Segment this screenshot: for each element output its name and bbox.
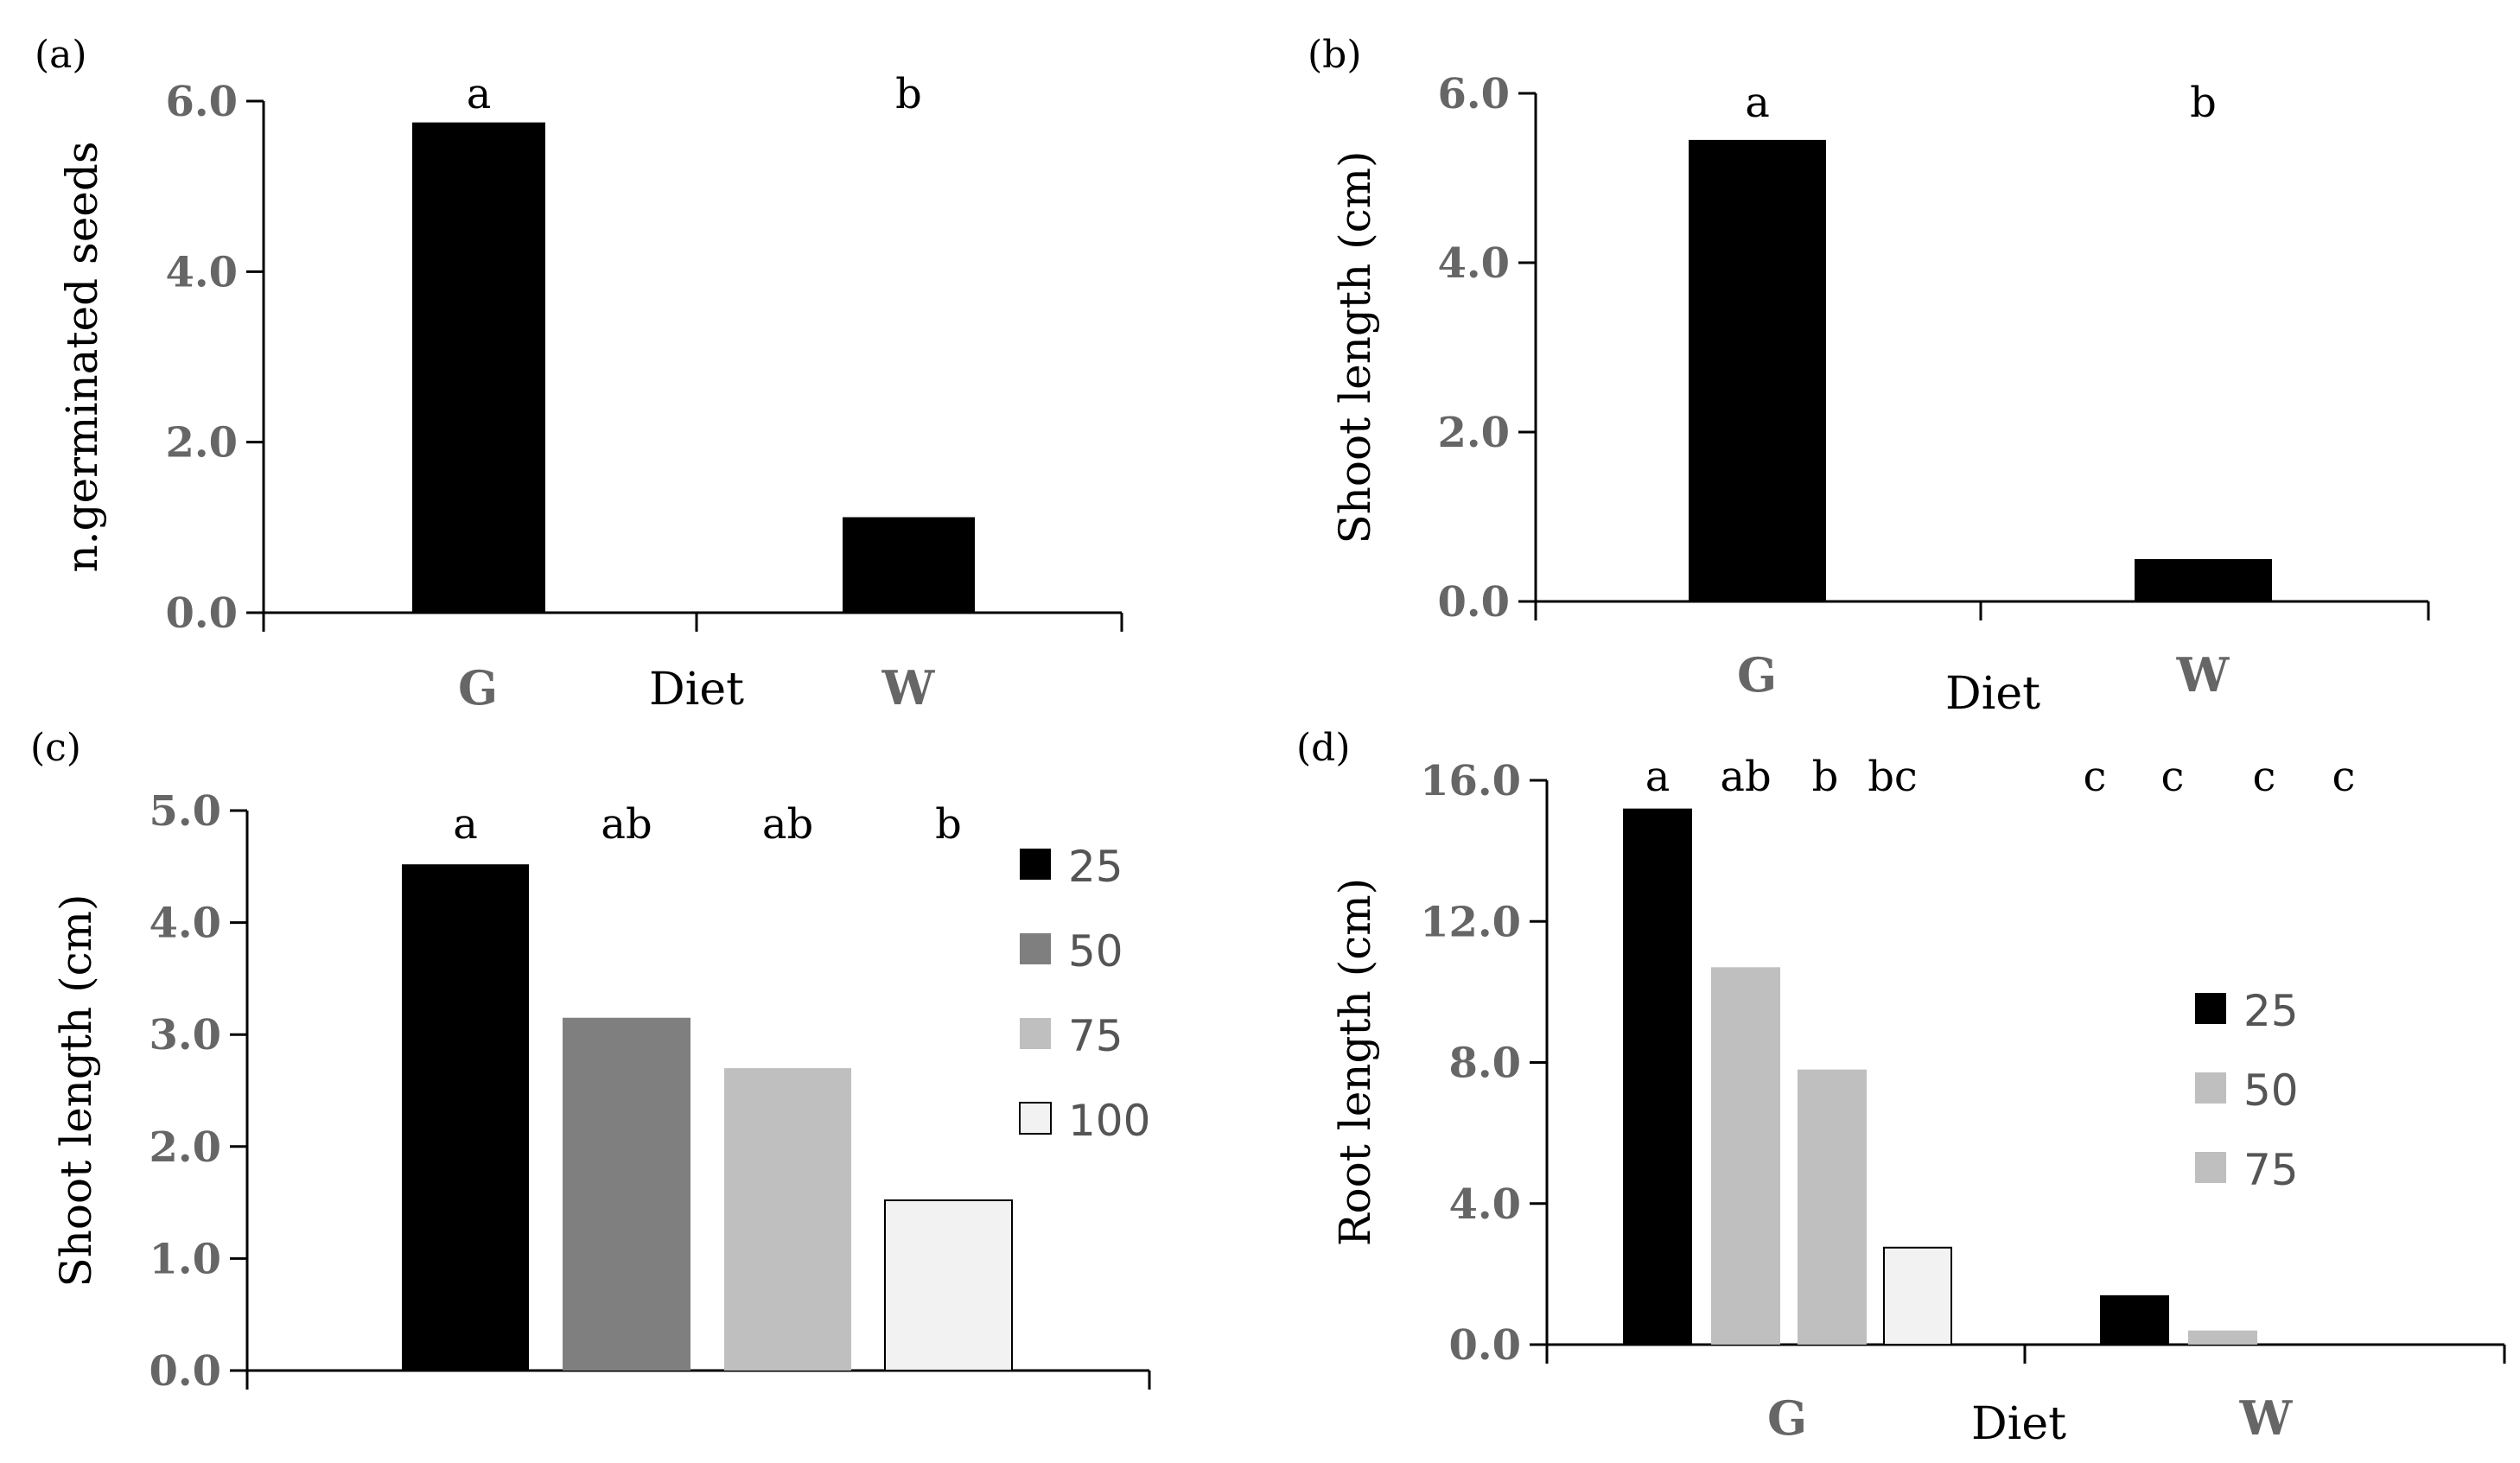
y-tick-label: 0.0 [1448,1321,1521,1370]
significance-letter: b [1812,753,1839,801]
bar-W [843,517,975,613]
y-tick-label: 16.0 [1420,757,1521,805]
x-category-label: W [2176,647,2230,703]
panel-label: (a) [35,33,87,77]
significance-letter: a [1645,753,1670,801]
panel-c: (c) 0.0 1.0 2.0 3.0 4.0 5.0 Shoot length (cm) a a… [30,726,1151,1396]
y-tick-label: 0.0 [165,589,238,638]
panel-label: (c) [30,726,81,770]
y-tick-label: 12.0 [1420,898,1521,946]
x-axis-title: Diet [1945,668,2040,720]
legend-swatch [1020,933,1051,964]
panel-label: (b) [1308,33,1362,77]
bar-W [2135,559,2272,601]
significance-letter: b [2190,79,2217,127]
x-axis-title: Diet [649,664,744,716]
significance-letter: c [2161,753,2185,801]
panel-b: (b) 0.0 2.0 4.0 6.0 Shoot length (cm) a b G W Diet [1308,33,2430,720]
x-axis-title: Diet [1971,1398,2066,1450]
bar-G-75 [1798,1069,1867,1345]
legend-swatch [2195,1072,2226,1104]
x-category-label: W [2239,1390,2294,1446]
y-axis-title: Root length (cm) [1330,878,1380,1246]
y-tick-label: 2.0 [165,419,238,468]
bar-G-100 [1883,1246,1952,1345]
legend-label: 100 [1068,1096,1150,1146]
y-tick-label: 5.0 [149,787,221,836]
bar-100 [884,1199,1013,1372]
y-tick-label: 2.0 [1437,409,1510,457]
legend-label: 25 [2243,986,2299,1036]
legend-label: 75 [1068,1011,1123,1061]
bar-G-25 [1623,808,1692,1345]
significance-letter: c [2332,753,2356,801]
y-axis-title: Shoot length (cm) [1330,150,1380,544]
bar-75 [724,1068,851,1371]
significance-letter: c [2084,753,2107,801]
legend-swatch [2195,1152,2226,1183]
legend-swatch [1020,1018,1051,1049]
y-tick-label: 4.0 [149,900,221,948]
significance-letter: ab [762,800,813,849]
bar-50 [563,1017,690,1371]
x-category-label: G [1767,1390,1807,1446]
significance-letter: bc [1868,753,1918,801]
panel-a: (a) 0.0 2.0 4.0 6.0 n.germinated seeds a b G W Die… [35,33,1123,716]
bar-25 [402,864,529,1371]
legend-label: 50 [1068,926,1123,976]
bar-G [1689,139,1826,601]
significance-letter: ab [601,800,652,849]
significance-letter: b [935,800,962,849]
y-tick-label: 1.0 [149,1235,221,1283]
legend-label: 75 [2243,1145,2299,1195]
legend-swatch [1020,849,1051,880]
legend-swatch [2195,993,2226,1024]
significance-letter: ab [1720,753,1771,801]
bar-W-25 [2100,1294,2169,1345]
y-tick-label: 6.0 [165,78,238,126]
significance-letter: a [467,70,492,118]
significance-letter: c [2253,753,2276,801]
x-category-label: W [881,660,936,716]
y-tick-label: 6.0 [1437,70,1510,118]
bar-W-50 [2188,1330,2257,1345]
bar-G [412,122,545,613]
y-axis-title: Shoot length (cm) [51,894,101,1287]
significance-letter: a [453,800,478,849]
y-tick-label: 4.0 [165,248,238,296]
legend-label: 50 [2243,1065,2299,1116]
y-tick-label: 3.0 [149,1011,221,1059]
bar-G-50 [1711,967,1780,1345]
significance-letter: a [1745,79,1770,127]
y-tick-label: 0.0 [149,1347,221,1396]
y-tick-label: 0.0 [1437,578,1510,627]
y-tick-label: 2.0 [149,1123,221,1172]
legend-swatch [1019,1102,1052,1135]
y-tick-label: 4.0 [1448,1180,1521,1229]
panel-label: (d) [1296,726,1351,770]
legend-label: 25 [1068,842,1123,892]
significance-letter: b [895,70,922,118]
y-axis-title: n.germinated seeds [57,141,107,572]
y-tick-label: 8.0 [1448,1040,1521,1088]
x-category-label: G [458,660,498,716]
x-category-label: G [1737,647,1777,703]
y-tick-label: 4.0 [1437,239,1510,288]
